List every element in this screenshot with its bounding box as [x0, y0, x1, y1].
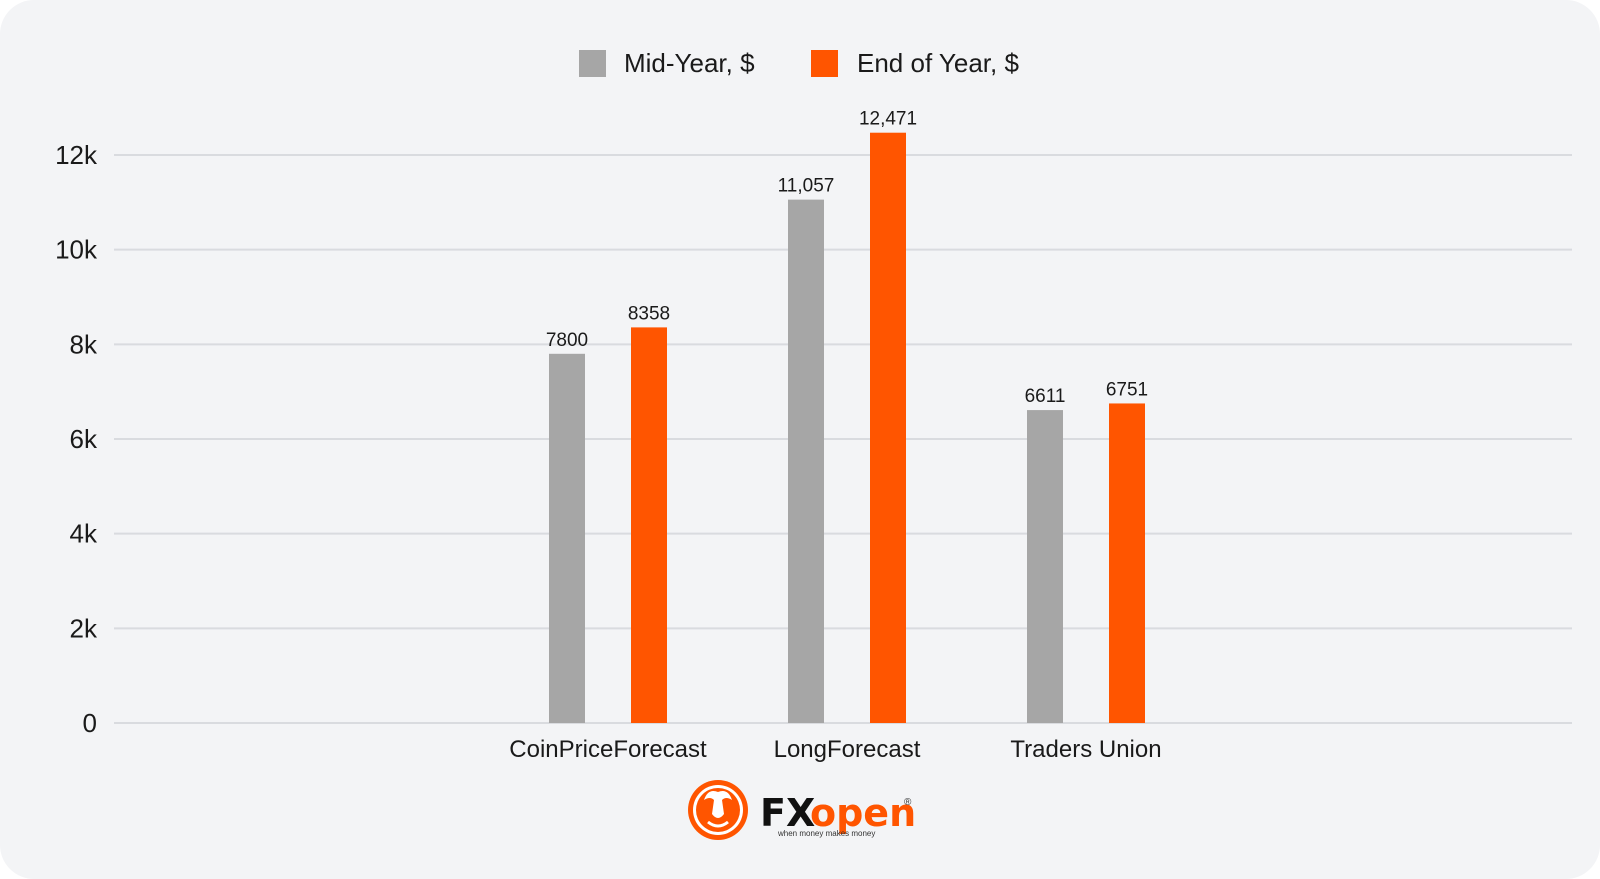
x-category-label: CoinPriceForecast	[509, 736, 707, 763]
data-label: 11,057	[778, 176, 835, 197]
legend-swatch-end-of-year	[811, 50, 838, 77]
x-category-label: LongForecast	[774, 736, 921, 763]
y-tick-label: 12k	[55, 140, 98, 170]
bars	[549, 132, 1145, 724]
y-tick-label: 0	[83, 708, 97, 738]
legend-swatch-mid-year	[579, 50, 606, 77]
y-tick-label: 2k	[70, 613, 98, 643]
legend-label-end-of-year: End of Year, $	[857, 48, 1019, 78]
data-label: 6611	[1025, 386, 1066, 407]
x-axis-categories: CoinPriceForecast LongForecast Traders Uni…	[509, 736, 1161, 763]
data-labels: 7800 11,057 6611 8358 12,471 6751	[546, 109, 1148, 407]
bar	[549, 353, 585, 723]
data-label: 6751	[1106, 379, 1148, 400]
logo-tagline: when money makes money	[777, 829, 875, 838]
y-tick-label: 10k	[55, 235, 98, 265]
gridlines	[114, 154, 1572, 724]
logo-registered-mark: ®	[904, 797, 912, 808]
y-tick-label: 4k	[70, 519, 98, 549]
data-label: 12,471	[859, 109, 917, 130]
bull-emblem-icon	[688, 780, 748, 840]
logo-fx-text: FX	[760, 791, 815, 835]
logo-open-text: open	[810, 791, 916, 835]
data-label: 7800	[546, 330, 588, 351]
bar	[870, 132, 906, 723]
bar	[788, 199, 824, 724]
bar	[1109, 403, 1145, 723]
y-tick-label: 8k	[70, 329, 98, 359]
legend-label-mid-year: Mid-Year, $	[624, 48, 755, 78]
y-tick-label: 6k	[70, 424, 98, 454]
data-label: 8358	[628, 303, 670, 324]
bar	[631, 327, 667, 723]
fxopen-logo: FX open ® when money makes money	[688, 780, 916, 840]
y-axis-ticks: 0 2k 4k 6k 8k 10k 12k	[55, 140, 98, 738]
x-category-label: Traders Union	[1010, 736, 1161, 763]
bar	[1027, 410, 1063, 723]
legend: Mid-Year, $ End of Year, $	[579, 48, 1019, 78]
